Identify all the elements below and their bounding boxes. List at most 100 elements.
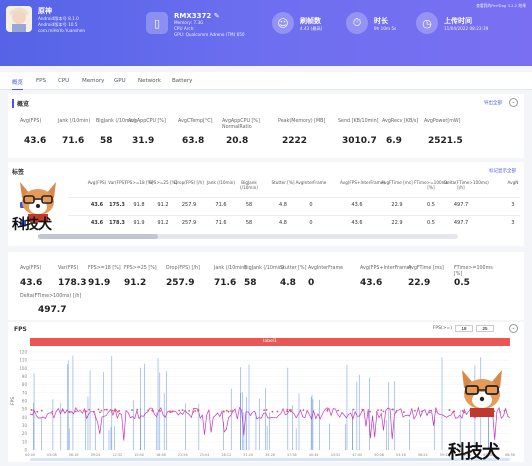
tab-overview[interactable]: 概览 bbox=[12, 78, 24, 90]
jank-marker bbox=[62, 409, 64, 412]
duration-title: 时长 bbox=[374, 17, 388, 25]
export-link[interactable]: 导出全部 bbox=[484, 101, 502, 106]
jank-marker bbox=[375, 411, 378, 413]
column-header[interactable]: AvgN bbox=[507, 180, 519, 185]
x-tick-label: 09:24 bbox=[91, 453, 101, 457]
tab-cpu[interactable]: CPU bbox=[58, 78, 70, 84]
overview-panel: 概览 导出全部 ⌄ Avg(FPS) 43.6 Jank (/10min) 71.6 B… bbox=[8, 94, 524, 158]
app-avatar bbox=[6, 6, 32, 32]
jank-marker bbox=[499, 411, 501, 413]
column-header[interactable]: Delta(FTime>100ms) [/h] bbox=[444, 180, 489, 190]
tab-memory[interactable]: Memory bbox=[82, 78, 105, 84]
jank-marker bbox=[117, 410, 119, 413]
device-line: CPU Arch: bbox=[174, 26, 195, 31]
label-table-title: 标签 bbox=[12, 169, 25, 176]
metric-value: 178.3 bbox=[58, 278, 87, 288]
y-tick-label: 20 bbox=[22, 431, 28, 436]
column-header[interactable]: Stutter [%] bbox=[271, 180, 295, 185]
column-header[interactable]: FPS>=18 [%] bbox=[124, 180, 154, 185]
column-header[interactable]: Avg(FPS+InterFrame) bbox=[340, 180, 385, 185]
jank-marker bbox=[352, 408, 355, 411]
table-cell: 43.6 bbox=[90, 202, 104, 208]
jank-marker bbox=[503, 409, 506, 412]
jank-marker bbox=[40, 409, 43, 412]
y-tick-label: 0 bbox=[24, 448, 27, 453]
metric-label: AvgRecv [KB/s] bbox=[382, 119, 419, 124]
legend-label: Stutter bbox=[297, 462, 311, 463]
x-tick-label: 31:20 bbox=[243, 453, 253, 457]
timer-icon: ⏱ bbox=[346, 12, 368, 34]
x-tick-label: 47:00 bbox=[352, 453, 362, 457]
x-tick-label: 50:08 bbox=[374, 453, 384, 457]
metric-value: 3010.7 bbox=[342, 136, 377, 146]
horizontal-scrollbar[interactable] bbox=[38, 234, 458, 239]
version-link[interactable]: 查看我的PerfDog 3.2.2 结果 bbox=[476, 3, 526, 8]
column-header[interactable]: FTime>=100ms [%] bbox=[414, 180, 448, 190]
column-header[interactable]: AvgFTime [ms] bbox=[381, 180, 413, 185]
table-cell: 43.6 bbox=[90, 220, 104, 226]
metric-value: 31.9 bbox=[132, 136, 155, 146]
upload-date: 11/04/2022 08:23:39 bbox=[444, 26, 489, 31]
device-line: GPU: Qualcomm Adreno (TM) 650 bbox=[174, 32, 245, 37]
jank-marker bbox=[337, 409, 339, 412]
column-header[interactable]: Avg(FPS) bbox=[87, 180, 107, 185]
x-tick-label: 56:24 bbox=[418, 453, 428, 457]
jank-marker bbox=[181, 409, 184, 412]
column-header[interactable]: Jank (/10min) bbox=[206, 180, 236, 185]
jank-marker bbox=[403, 411, 405, 413]
metric-value: 257.9 bbox=[166, 278, 195, 288]
jank-marker bbox=[271, 410, 274, 413]
metric-label: FPS>=18 [%] bbox=[88, 266, 121, 271]
legend-label: InterFrame bbox=[325, 462, 347, 463]
table-cell: 497.7 bbox=[453, 220, 469, 226]
metric-value: 6.9 bbox=[386, 136, 402, 146]
metric-value: 43.6 bbox=[20, 278, 43, 288]
table-cell: 22.9 bbox=[391, 202, 403, 208]
column-header[interactable]: Var(FPS) bbox=[108, 180, 126, 185]
jank-marker bbox=[159, 410, 161, 412]
user-icon: ☺ bbox=[272, 12, 294, 34]
metric-label: Jank (/10min) bbox=[214, 266, 247, 271]
jank-marker bbox=[194, 410, 197, 412]
y-tick-label: 60 bbox=[22, 399, 28, 404]
column-header[interactable]: BigJank (/10min) bbox=[240, 180, 258, 190]
metric-label: AvgAppCPU [%] NormalRatio bbox=[222, 119, 260, 130]
table-cell: 257.9 bbox=[181, 220, 197, 226]
x-tick-label: 06:16 bbox=[69, 453, 79, 457]
row-divider bbox=[68, 215, 520, 216]
jank-marker bbox=[51, 410, 54, 413]
jank-marker bbox=[74, 410, 77, 413]
fps-threshold-input-1[interactable] bbox=[455, 325, 473, 332]
label-table-panel: 标签 标记显示全部 Avg(FPS) Var(FPS) FPS>=18 [%] FPS… bbox=[8, 162, 524, 246]
jank-marker bbox=[461, 410, 464, 412]
label-banner[interactable]: label1 bbox=[30, 338, 510, 346]
scrollbar-thumb[interactable] bbox=[38, 234, 158, 239]
column-header[interactable]: AvgInterFrame bbox=[295, 180, 327, 185]
y-axis-label: FPS bbox=[10, 397, 16, 405]
row-checkbox[interactable] bbox=[20, 220, 26, 226]
table-cell: 58 bbox=[245, 202, 253, 208]
edit-icon[interactable]: ✎ bbox=[213, 12, 220, 20]
chart-title: FPS bbox=[14, 326, 27, 333]
metric-value: 71.6 bbox=[214, 278, 237, 288]
table-cell: 175.3 bbox=[109, 202, 125, 208]
metric-value: 43.6 bbox=[24, 136, 47, 146]
tab-gpu[interactable]: GPU bbox=[114, 78, 126, 84]
x-tick-label: 62:40 bbox=[461, 453, 471, 457]
collapse-icon[interactable]: ⌄ bbox=[509, 324, 518, 333]
tab-fps[interactable]: FPS bbox=[36, 78, 46, 84]
column-header[interactable]: FPS>=25 [%] bbox=[148, 180, 178, 185]
table-cell: 497.7 bbox=[453, 202, 469, 208]
metric-label: AvgPower[mW] bbox=[424, 119, 461, 124]
jank-marker bbox=[178, 409, 181, 412]
y-tick-label: 100 bbox=[19, 366, 27, 371]
metric-label: Var(FPS) bbox=[58, 266, 79, 271]
fps-threshold-input-2[interactable] bbox=[476, 325, 494, 332]
column-header[interactable]: Drop(FPS) [/h] bbox=[174, 180, 204, 185]
collapse-icon[interactable]: ⌄ bbox=[509, 98, 518, 107]
tab-network[interactable]: Network bbox=[138, 78, 161, 84]
tab-battery[interactable]: Battery bbox=[172, 78, 193, 84]
header-bar: 原神 Android版本号 8.1.0 Android版本号 10.5 com.… bbox=[0, 0, 532, 66]
jank-marker bbox=[68, 410, 71, 413]
show-all-link[interactable]: 标记显示全部 bbox=[489, 169, 516, 174]
